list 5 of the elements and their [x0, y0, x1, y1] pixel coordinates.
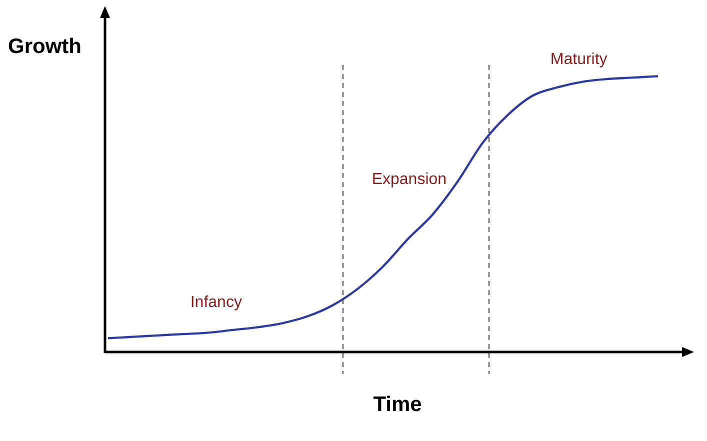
- annotation: Infancy: [190, 294, 242, 311]
- x-axis-title: Time: [373, 392, 422, 416]
- text: Maturity: [550, 51, 608, 68]
- y-axis-title: Growth: [8, 34, 82, 58]
- annotation: Expansion: [372, 171, 447, 188]
